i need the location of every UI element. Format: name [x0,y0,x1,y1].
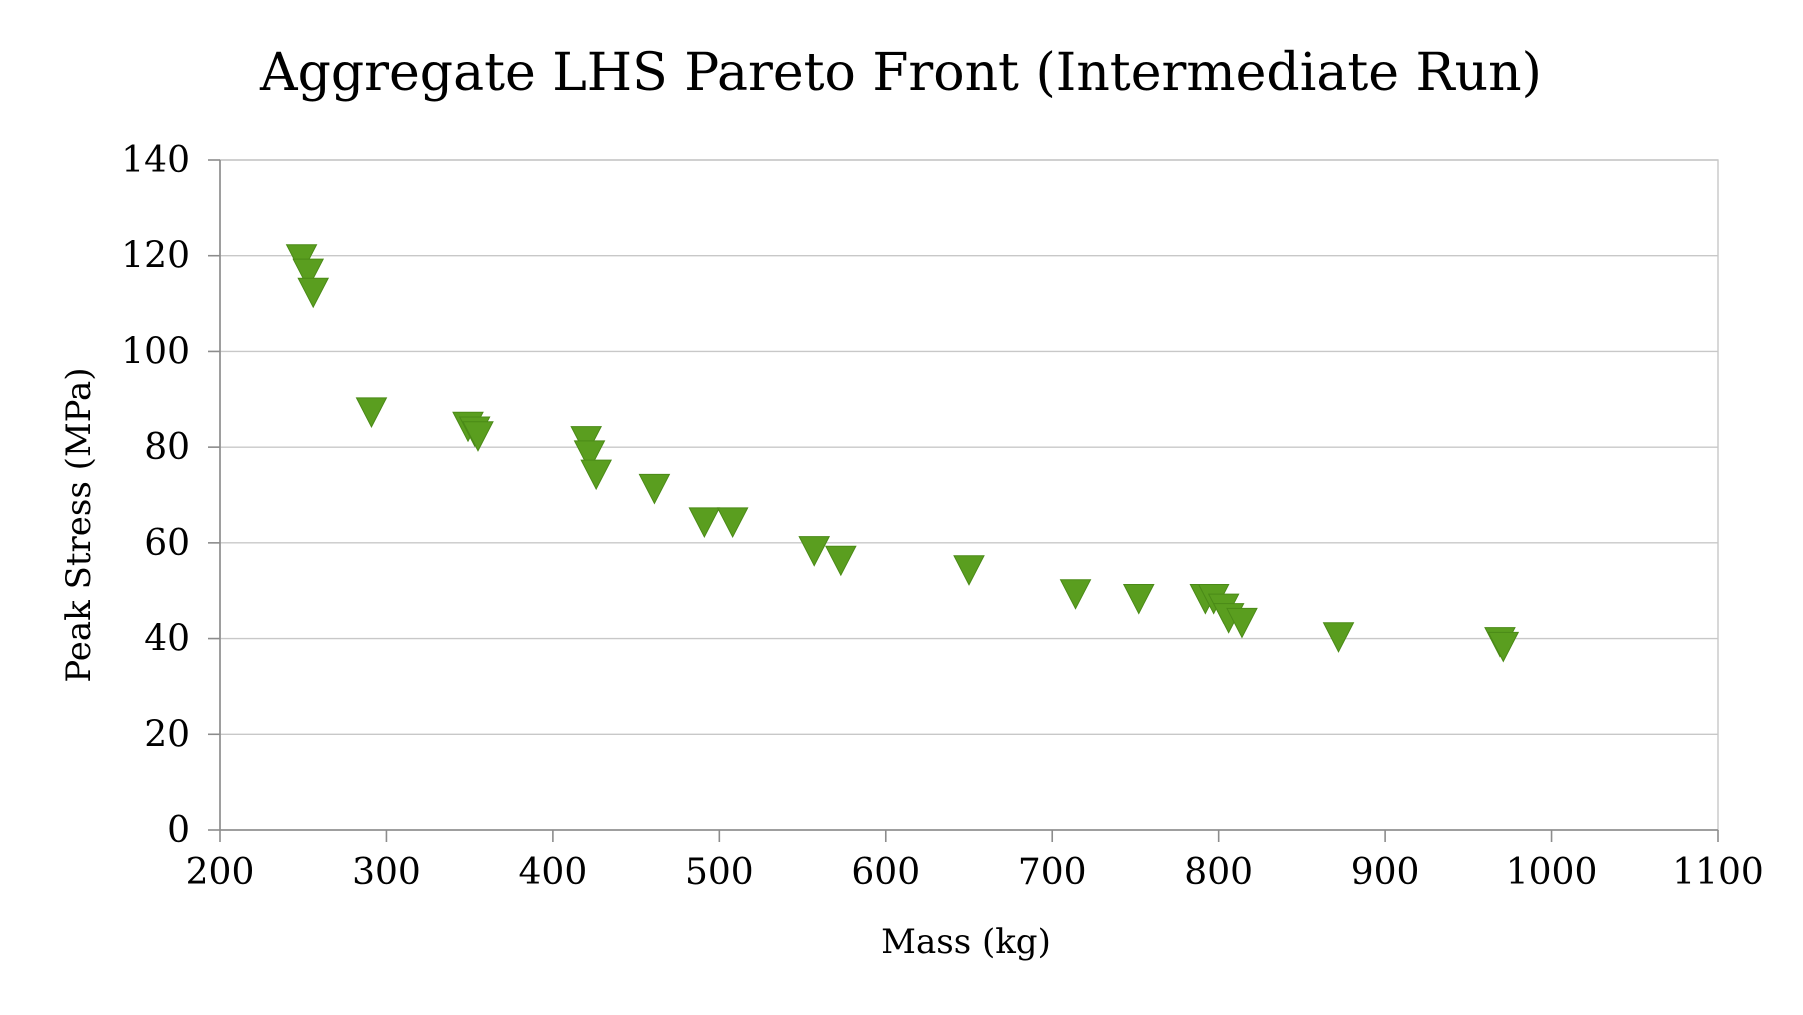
x-tick-label: 900 [1351,852,1420,893]
data-point-marker [292,258,325,290]
x-tick-label: 1100 [1672,852,1764,893]
x-tick-label: 800 [1184,852,1253,893]
x-ticks: 200 300 400 500 600 700 800 900 1000 1100 [186,830,1764,893]
x-tick-label: 200 [186,852,255,893]
data-point-marker [1059,579,1092,610]
data-point-marker [462,421,494,452]
data-point-marker [580,459,612,491]
y-tick-label: 0 [167,810,190,851]
y-ticks: 0 20 40 60 80 100 120 140 [121,140,220,851]
data-point-marker [573,440,606,472]
grid-layer [220,159,1718,831]
data-point-marker [1487,631,1520,663]
x-tick-label: 300 [352,852,421,893]
x-tick-label: 500 [685,852,754,893]
data-point-marker [688,507,721,539]
x-tick-label: 600 [851,852,920,893]
y-tick-label: 40 [144,619,190,660]
data-point-marker [1226,607,1258,639]
chart-title: Aggregate LHS Pareto Front (Intermediate… [259,43,1542,103]
data-point-marker [355,397,388,428]
y-tick-label: 60 [144,523,190,564]
data-points [285,244,1520,663]
plot-area-frame [219,159,1719,831]
x-axis-label: Mass (kg) [881,922,1051,962]
data-point-marker [1122,584,1155,615]
y-tick-label: 80 [144,427,190,468]
x-tick-label: 400 [519,852,588,893]
y-tick-label: 20 [144,714,190,755]
x-tick-label: 700 [1018,852,1087,893]
y-tick-label: 120 [121,236,190,277]
data-point-marker [297,277,330,309]
data-point-marker [798,536,831,567]
data-point-marker [716,507,749,539]
y-tick-label: 140 [121,140,190,181]
data-point-marker [953,555,985,586]
x-tick-label: 1000 [1506,852,1598,893]
data-point-marker [1322,622,1355,653]
data-point-marker [638,473,671,505]
y-tick-label: 100 [121,331,190,372]
data-point-marker [825,545,857,577]
y-axis-label: Peak Stress (MPa) [59,367,99,682]
